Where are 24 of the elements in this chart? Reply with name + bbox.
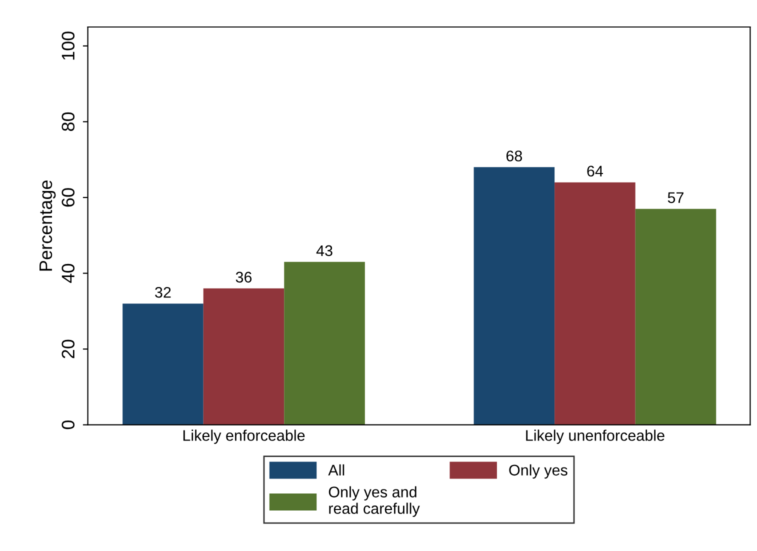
y-axis-title: Percentage [40, 180, 56, 271]
data-label: 43 [316, 245, 332, 256]
data-label: 32 [155, 286, 171, 298]
data-label: 57 [668, 192, 684, 204]
bar [284, 262, 365, 425]
y-tick-label: 100 [62, 32, 75, 60]
y-tick-label: 80 [62, 112, 75, 131]
bar [474, 167, 555, 425]
legend-label: All [328, 464, 344, 476]
data-label: 64 [587, 166, 604, 177]
bar [554, 182, 636, 425]
x-tick-label: Likely unenforceable [526, 430, 664, 444]
data-label: 36 [236, 272, 252, 283]
bar [635, 208, 716, 425]
y-tick-label: 40 [62, 264, 75, 283]
legend-label: Only yes and read carefully [328, 486, 420, 517]
bar [203, 288, 284, 425]
y-tick-label: 0 [62, 420, 75, 430]
legend-label: Only yes [509, 464, 568, 479]
y-tick-label: 60 [62, 188, 75, 207]
data-label: 68 [506, 150, 522, 162]
x-tick-label: Likely enforceable [183, 430, 305, 444]
bar [122, 304, 204, 425]
y-tick-label: 20 [62, 340, 75, 358]
